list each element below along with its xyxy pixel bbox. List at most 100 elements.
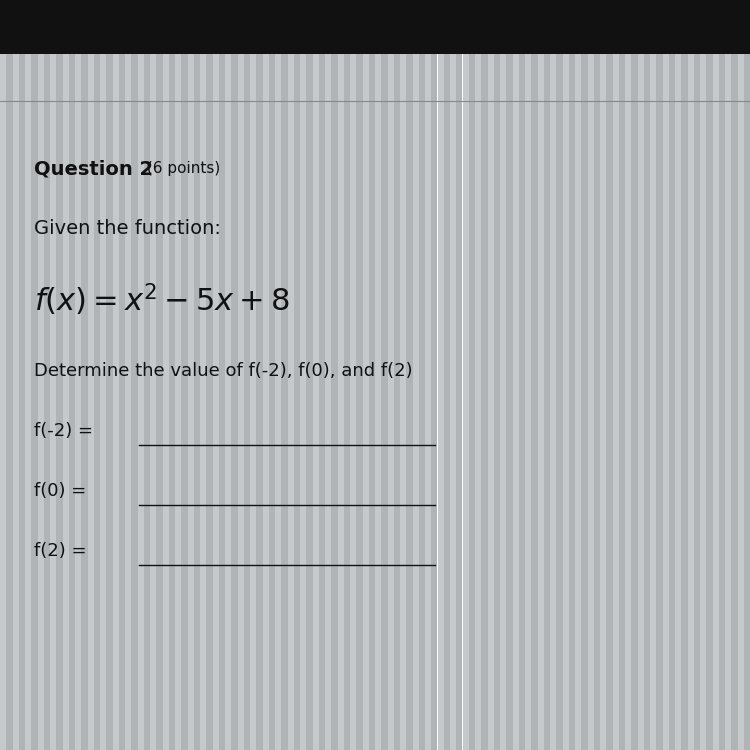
Bar <box>512 0 519 750</box>
Bar <box>619 0 625 750</box>
Bar <box>525 0 531 750</box>
Bar <box>662 0 669 750</box>
Bar <box>600 0 606 750</box>
Bar <box>581 0 587 750</box>
Bar <box>32 0 38 750</box>
Bar <box>175 0 181 750</box>
Bar <box>200 0 206 750</box>
Bar <box>463 0 469 750</box>
Bar <box>388 0 394 750</box>
Bar <box>694 0 700 750</box>
Bar <box>6 0 13 750</box>
Bar <box>712 0 718 750</box>
Bar <box>231 0 238 750</box>
Bar <box>13 0 19 750</box>
Bar <box>556 0 562 750</box>
Bar <box>488 0 494 750</box>
Bar <box>544 0 550 750</box>
Bar <box>394 0 400 750</box>
Bar <box>225 0 231 750</box>
Bar <box>0 0 750 54</box>
Bar <box>100 0 106 750</box>
Bar <box>538 0 544 750</box>
Bar <box>519 0 525 750</box>
Bar <box>469 0 475 750</box>
Bar <box>669 0 675 750</box>
Bar <box>44 0 50 750</box>
Bar <box>744 0 750 750</box>
Text: Determine the value of f(-2), f(0), and f(2): Determine the value of f(-2), f(0), and … <box>34 362 412 380</box>
Bar <box>250 0 256 750</box>
Bar <box>494 0 500 750</box>
Bar <box>19 0 25 750</box>
Bar <box>262 0 268 750</box>
Bar <box>356 0 362 750</box>
Bar <box>0 0 6 750</box>
Bar <box>731 0 737 750</box>
Bar <box>156 0 163 750</box>
Text: f(2) =: f(2) = <box>34 542 92 560</box>
Bar <box>650 0 656 750</box>
Bar <box>425 0 431 750</box>
Bar <box>413 0 419 750</box>
Bar <box>550 0 556 750</box>
Bar <box>212 0 219 750</box>
Bar <box>287 0 294 750</box>
Bar <box>300 0 306 750</box>
Bar <box>81 0 88 750</box>
Bar <box>219 0 225 750</box>
Bar <box>94 0 100 750</box>
Bar <box>238 0 244 750</box>
Bar <box>344 0 350 750</box>
Bar <box>456 0 463 750</box>
Bar <box>69 0 75 750</box>
Bar <box>419 0 425 750</box>
Bar <box>75 0 81 750</box>
Bar <box>38 0 44 750</box>
Bar <box>350 0 356 750</box>
Bar <box>281 0 287 750</box>
Bar <box>325 0 332 750</box>
Bar <box>275 0 281 750</box>
Bar <box>332 0 338 750</box>
Bar <box>112 0 118 750</box>
Bar <box>294 0 300 750</box>
Bar <box>568 0 575 750</box>
Text: (6 points): (6 points) <box>142 161 220 176</box>
Bar <box>718 0 725 750</box>
Bar <box>613 0 619 750</box>
Bar <box>681 0 688 750</box>
Bar <box>406 0 412 750</box>
Bar <box>437 0 444 750</box>
Bar <box>725 0 731 750</box>
Bar <box>675 0 681 750</box>
Bar <box>700 0 706 750</box>
Bar <box>131 0 137 750</box>
Bar <box>244 0 250 750</box>
Text: f(0) =: f(0) = <box>34 482 92 500</box>
Bar <box>632 0 638 750</box>
Bar <box>500 0 506 750</box>
Bar <box>306 0 313 750</box>
Bar <box>531 0 538 750</box>
Bar <box>475 0 482 750</box>
Text: f(-2) =: f(-2) = <box>34 422 98 440</box>
Bar <box>431 0 437 750</box>
Bar <box>194 0 200 750</box>
Bar <box>88 0 94 750</box>
Bar <box>594 0 600 750</box>
Bar <box>706 0 712 750</box>
Bar <box>118 0 125 750</box>
Bar <box>737 0 744 750</box>
Bar <box>400 0 406 750</box>
Bar <box>150 0 156 750</box>
Bar <box>256 0 262 750</box>
Bar <box>606 0 613 750</box>
Bar <box>369 0 375 750</box>
Text: $f(x) = x^2 - 5x + 8$: $f(x) = x^2 - 5x + 8$ <box>34 282 290 318</box>
Bar <box>206 0 212 750</box>
Bar <box>25 0 32 750</box>
Text: Given the function:: Given the function: <box>34 219 220 239</box>
Bar <box>450 0 456 750</box>
Bar <box>644 0 650 750</box>
